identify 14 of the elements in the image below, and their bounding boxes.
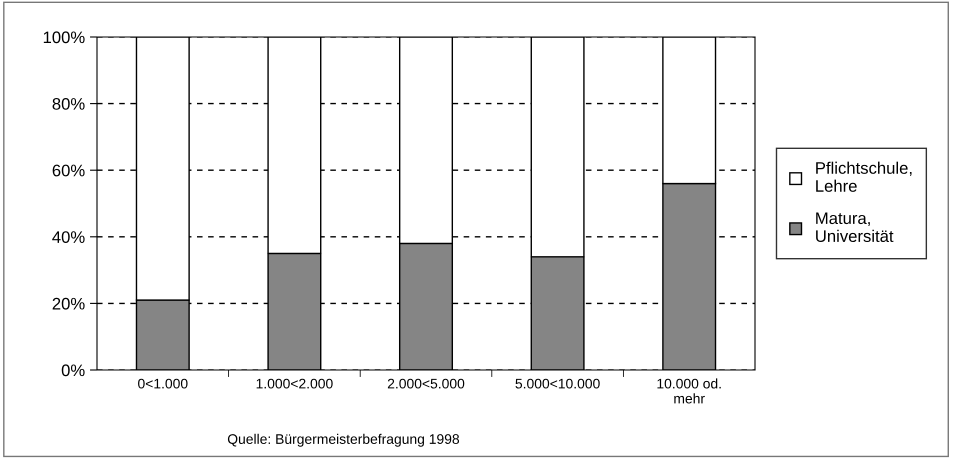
x-tick-label: 2.000<5.000 [388,378,464,389]
y-tick-label: 40% [52,231,85,244]
y-tick-label: 60% [52,164,85,176]
source-note: Quelle: Bürgermeisterbefragung 1998 [228,434,460,447]
legend-label: Matura, Universität [816,212,894,242]
y-tick-label: 20% [52,298,85,310]
legend-label: Pflichtschule, Lehre [816,162,912,192]
x-tick-label: 1.000<2.000 [256,378,333,389]
y-tick-label: 100% [44,31,85,44]
x-tick-label: 0<1.000 [138,378,188,389]
y-tick-label: 80% [52,98,85,110]
y-tick-label: 0% [62,364,85,376]
x-tick-label: 5.000<10.000 [515,378,600,389]
x-tick-label: 10.000 od. mehr [657,378,721,404]
